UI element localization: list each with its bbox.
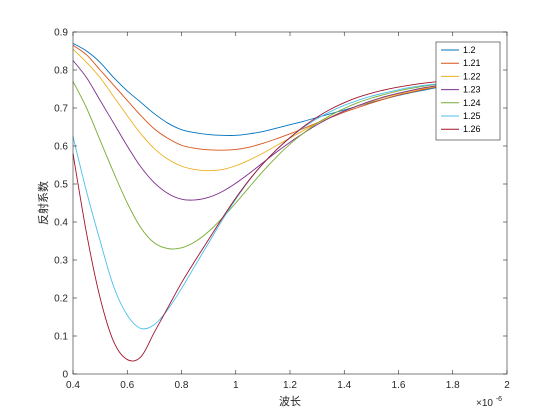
legend-label-1.25: 1.25: [463, 111, 481, 121]
series-layer: [72, 43, 440, 362]
x-tick-label: 1: [233, 380, 239, 391]
y-tick-label: 0.7: [54, 104, 68, 115]
y-tick-label: 0.3: [54, 256, 68, 267]
legend-label-1.26: 1.26: [463, 124, 481, 134]
y-tick-label: 0.2: [54, 294, 68, 305]
legend-label-1.21: 1.21: [463, 58, 481, 68]
x-tick-label: 1.6: [392, 380, 406, 391]
x-tick-label: 1.2: [283, 380, 297, 391]
x-tick-label: 0.6: [120, 380, 134, 391]
x-tick-label: 1.8: [446, 380, 460, 391]
legend-label-1.2: 1.2: [463, 45, 476, 55]
y-tick-label: 0.6: [54, 142, 68, 153]
y-axis-label: 反射系数: [36, 181, 50, 225]
y-tick-label: 0.1: [54, 332, 68, 343]
x-tick-label: 0.4: [66, 380, 80, 391]
y-tick-label: 0: [62, 370, 68, 381]
legend-label-1.22: 1.22: [463, 71, 481, 81]
y-tick-label: 0.5: [54, 180, 68, 191]
y-tick-label: 0.8: [54, 66, 68, 77]
series-line-1.26: [72, 80, 440, 362]
legend: 1.2 1.21 1.22 1.23 1.24 1.25 1.26: [435, 41, 501, 141]
x-tick-label: 0.8: [175, 380, 189, 391]
x-multiplier-exponent: -6: [496, 396, 502, 403]
legend-label-1.24: 1.24: [463, 98, 481, 108]
y-tick-label: 0.9: [54, 28, 68, 39]
x-axis-multiplier: ×10 -6: [476, 396, 502, 409]
x-multiplier-base: ×10: [476, 398, 493, 409]
series-line-1.21: [72, 44, 440, 151]
series-line-1.24: [72, 81, 440, 250]
y-tick-label: 0.4: [54, 218, 68, 229]
x-axis-label: 波长: [279, 395, 301, 408]
legend-box: [435, 41, 501, 141]
tick-layer: 0.4 0.6 0.8 1 1.2 1.4 1.6 1.8 2 0 0.1 0.2 0.3 0.4 0.5 0…: [54, 28, 510, 392]
series-line-1.23: [72, 60, 440, 201]
x-tick-label: 2: [504, 380, 510, 391]
series-line-1.22: [72, 48, 440, 172]
plot-area: [73, 32, 507, 374]
legend-label-1.23: 1.23: [463, 85, 481, 95]
x-tick-label: 1.4: [337, 380, 351, 391]
